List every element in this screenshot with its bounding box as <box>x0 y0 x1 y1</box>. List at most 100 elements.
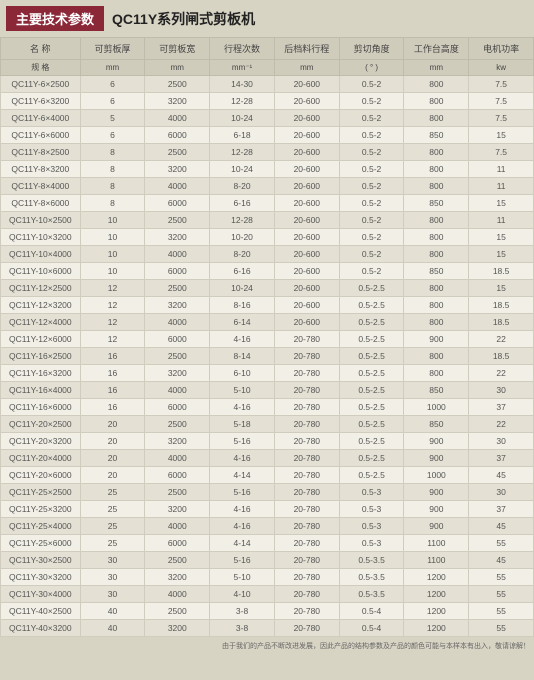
table-cell: 0.5-2.5 <box>339 399 404 416</box>
table-cell: 11 <box>469 178 534 195</box>
table-row: QC11Y-10×320010320010-2020-6000.5-280015 <box>1 229 534 246</box>
table-cell: QC11Y-6×2500 <box>1 76 81 93</box>
table-cell: 0.5-2 <box>339 161 404 178</box>
table-cell: 5-16 <box>210 433 275 450</box>
table-cell: 25 <box>80 501 145 518</box>
table-cell: 2500 <box>145 280 210 297</box>
table-cell: 18.5 <box>469 263 534 280</box>
table-cell: 20-780 <box>274 433 339 450</box>
table-cell: 900 <box>404 331 469 348</box>
col-3: 行程次数 <box>210 38 275 60</box>
table-cell: 16 <box>80 382 145 399</box>
table-cell: 4-16 <box>210 399 275 416</box>
table-cell: QC11Y-20×3200 <box>1 433 81 450</box>
table-row: QC11Y-6×25006250014-3020-6000.5-28007.5 <box>1 76 534 93</box>
table-cell: 22 <box>469 365 534 382</box>
table-cell: 0.5-2 <box>339 263 404 280</box>
table-cell: 45 <box>469 518 534 535</box>
table-row: QC11Y-25×32002532004-1620-7800.5-390037 <box>1 501 534 518</box>
table-cell: QC11Y-10×6000 <box>1 263 81 280</box>
table-cell: QC11Y-20×2500 <box>1 416 81 433</box>
table-cell: 20-600 <box>274 93 339 110</box>
table-row: QC11Y-8×4000840008-2020-6000.5-280011 <box>1 178 534 195</box>
table-cell: 12-28 <box>210 144 275 161</box>
table-cell: 0.5-2.5 <box>339 280 404 297</box>
table-cell: 30 <box>469 433 534 450</box>
table-cell: 2500 <box>145 76 210 93</box>
table-cell: QC11Y-8×6000 <box>1 195 81 212</box>
table-cell: 20-780 <box>274 586 339 603</box>
table-cell: 5-16 <box>210 484 275 501</box>
table-cell: 20 <box>80 416 145 433</box>
col-7: 电机功率 <box>469 38 534 60</box>
table-row: QC11Y-20×25002025005-1820-7800.5-2.58502… <box>1 416 534 433</box>
table-cell: 20-780 <box>274 518 339 535</box>
table-cell: 20-600 <box>274 212 339 229</box>
table-row: QC11Y-8×6000860006-1620-6000.5-285015 <box>1 195 534 212</box>
table-cell: QC11Y-8×2500 <box>1 144 81 161</box>
table-cell: 37 <box>469 501 534 518</box>
table-cell: 16 <box>80 365 145 382</box>
table-row: QC11Y-6×6000660006-1820-6000.5-285015 <box>1 127 534 144</box>
table-cell: 3200 <box>145 620 210 637</box>
table-cell: 800 <box>404 110 469 127</box>
table-cell: QC11Y-12×4000 <box>1 314 81 331</box>
table-cell: QC11Y-30×2500 <box>1 552 81 569</box>
table-cell: 4-14 <box>210 535 275 552</box>
table-cell: 8 <box>80 195 145 212</box>
table-cell: 45 <box>469 552 534 569</box>
table-cell: 12 <box>80 331 145 348</box>
unit-2: mm <box>145 60 210 76</box>
table-row: QC11Y-40×32004032003-820-7800.5-4120055 <box>1 620 534 637</box>
table-cell: 30 <box>80 586 145 603</box>
unit-1: mm <box>80 60 145 76</box>
table-cell: 15 <box>469 127 534 144</box>
table-cell: 20-780 <box>274 501 339 518</box>
table-cell: 20-780 <box>274 365 339 382</box>
table-cell: 5-10 <box>210 382 275 399</box>
table-cell: 55 <box>469 603 534 620</box>
table-cell: 4-14 <box>210 467 275 484</box>
table-cell: 850 <box>404 195 469 212</box>
table-cell: 6000 <box>145 127 210 144</box>
table-cell: 5-10 <box>210 569 275 586</box>
table-cell: 15 <box>469 280 534 297</box>
table-cell: 800 <box>404 178 469 195</box>
table-cell: QC11Y-6×3200 <box>1 93 81 110</box>
table-cell: 8-20 <box>210 178 275 195</box>
table-cell: 20-780 <box>274 484 339 501</box>
table-cell: 0.5-2.5 <box>339 450 404 467</box>
table-cell: 15 <box>469 246 534 263</box>
table-cell: 6-18 <box>210 127 275 144</box>
table-cell: 12-28 <box>210 93 275 110</box>
table-row: QC11Y-12×60001260004-1620-7800.5-2.59002… <box>1 331 534 348</box>
table-cell: QC11Y-10×4000 <box>1 246 81 263</box>
table-cell: 8 <box>80 161 145 178</box>
table-cell: 850 <box>404 263 469 280</box>
table-cell: 850 <box>404 127 469 144</box>
table-cell: QC11Y-16×6000 <box>1 399 81 416</box>
table-cell: 0.5-4 <box>339 603 404 620</box>
table-cell: 3-8 <box>210 620 275 637</box>
table-row: QC11Y-25×40002540004-1620-7800.5-390045 <box>1 518 534 535</box>
table-cell: 6000 <box>145 331 210 348</box>
spec-table: 名 称 可剪板厚 可剪板宽 行程次数 后档料行程 剪切角度 工作台高度 电机功率… <box>0 37 534 637</box>
table-cell: 20-600 <box>274 127 339 144</box>
table-cell: 3200 <box>145 365 210 382</box>
table-cell: 20-780 <box>274 331 339 348</box>
table-row: QC11Y-12×250012250010-2420-6000.5-2.5800… <box>1 280 534 297</box>
table-cell: 3200 <box>145 297 210 314</box>
table-cell: QC11Y-30×3200 <box>1 569 81 586</box>
table-cell: QC11Y-20×4000 <box>1 450 81 467</box>
table-row: QC11Y-10×60001060006-1620-6000.5-285018.… <box>1 263 534 280</box>
table-cell: 6-10 <box>210 365 275 382</box>
table-cell: 12 <box>80 297 145 314</box>
table-cell: 1000 <box>404 467 469 484</box>
header-title: QC11Y系列闸式剪板机 <box>112 9 255 29</box>
table-cell: 18.5 <box>469 297 534 314</box>
table-cell: 25 <box>80 535 145 552</box>
table-cell: 800 <box>404 76 469 93</box>
table-cell: 6000 <box>145 263 210 280</box>
col-6: 工作台高度 <box>404 38 469 60</box>
table-row: QC11Y-16×60001660004-1620-7800.5-2.51000… <box>1 399 534 416</box>
